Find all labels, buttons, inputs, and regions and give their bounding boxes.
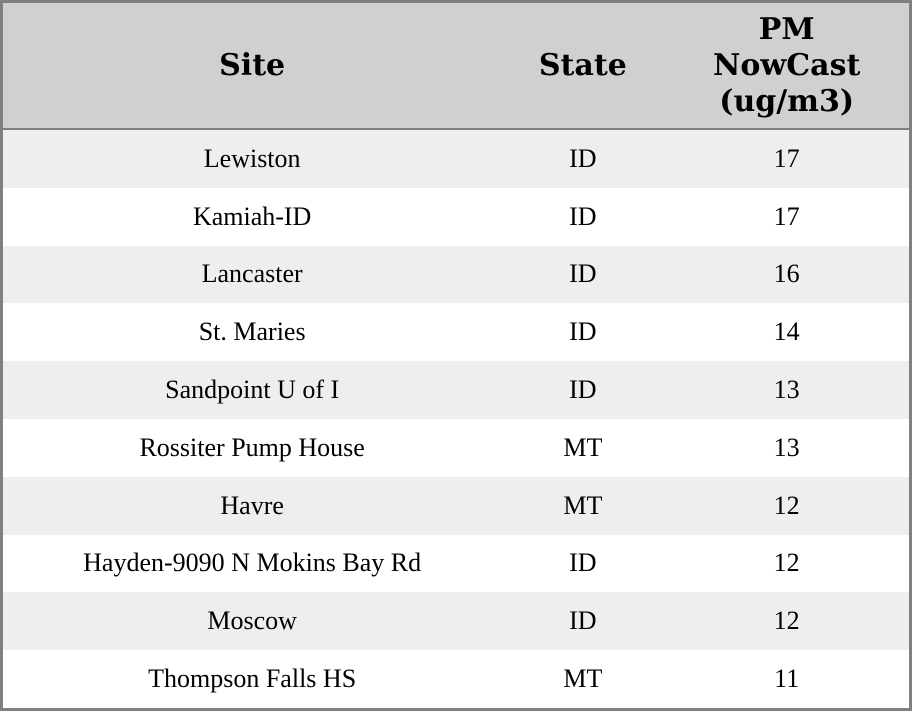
pm-value-cell: 17	[773, 143, 800, 173]
table-header-row: Site State PM NowCast (ug/m3)	[3, 3, 909, 130]
table-row: Hayden-9090 N Mokins Bay Rd ID 12	[3, 534, 909, 593]
pm-value-cell: 16	[773, 259, 800, 289]
state-cell: MT	[563, 432, 603, 462]
state-cell: ID	[569, 201, 597, 231]
table-row: Havre MT 12	[3, 476, 909, 535]
site-cell: Lancaster	[201, 259, 303, 289]
pm-value-cell: 12	[773, 606, 800, 636]
pm-value-cell: 14	[773, 317, 800, 347]
pm-value-cell: 12	[773, 548, 800, 578]
column-header-pm: PM NowCast (ug/m3)	[664, 12, 909, 120]
state-cell: ID	[569, 143, 597, 173]
state-cell: ID	[569, 375, 597, 405]
site-cell: Lewiston	[203, 143, 301, 173]
pm-value-cell: 12	[773, 490, 800, 520]
pm-value-cell: 13	[773, 375, 800, 405]
state-cell: ID	[569, 606, 597, 636]
table-row: Kamiah-ID ID 17	[3, 187, 909, 246]
pm-value-cell: 11	[774, 664, 800, 694]
table-row: Lancaster ID 16	[3, 245, 909, 304]
site-cell: Kamiah-ID	[192, 201, 312, 231]
state-cell: MT	[563, 664, 603, 694]
column-header-site: Site	[219, 47, 286, 83]
table-row: Sandpoint U of I ID 13	[3, 361, 909, 419]
site-cell: Thompson Falls HS	[148, 664, 357, 694]
state-cell: ID	[569, 548, 597, 578]
table-row: Lewiston ID 17	[3, 130, 909, 188]
pm-value-cell: 17	[773, 201, 800, 231]
table-row: Moscow ID 12	[3, 592, 909, 651]
site-cell: Sandpoint U of I	[165, 375, 340, 405]
column-header-state: State	[538, 47, 627, 83]
site-cell: Hayden-9090 N Mokins Bay Rd	[83, 548, 422, 578]
pm-value-cell: 13	[773, 432, 800, 462]
site-cell: St. Maries	[198, 317, 306, 347]
site-cell: Moscow	[207, 606, 297, 636]
table-row: Thompson Falls HS MT 11	[3, 650, 909, 708]
state-cell: ID	[569, 259, 597, 289]
state-cell: ID	[569, 317, 597, 347]
site-cell: Havre	[220, 490, 284, 520]
column-header-pm-label: PM NowCast (ug/m3)	[713, 11, 861, 119]
table-row: Rossiter Pump House MT 13	[3, 418, 909, 477]
table-row: St. Maries ID 14	[3, 303, 909, 362]
state-cell: MT	[563, 490, 603, 520]
site-cell: Rossiter Pump House	[139, 432, 365, 462]
